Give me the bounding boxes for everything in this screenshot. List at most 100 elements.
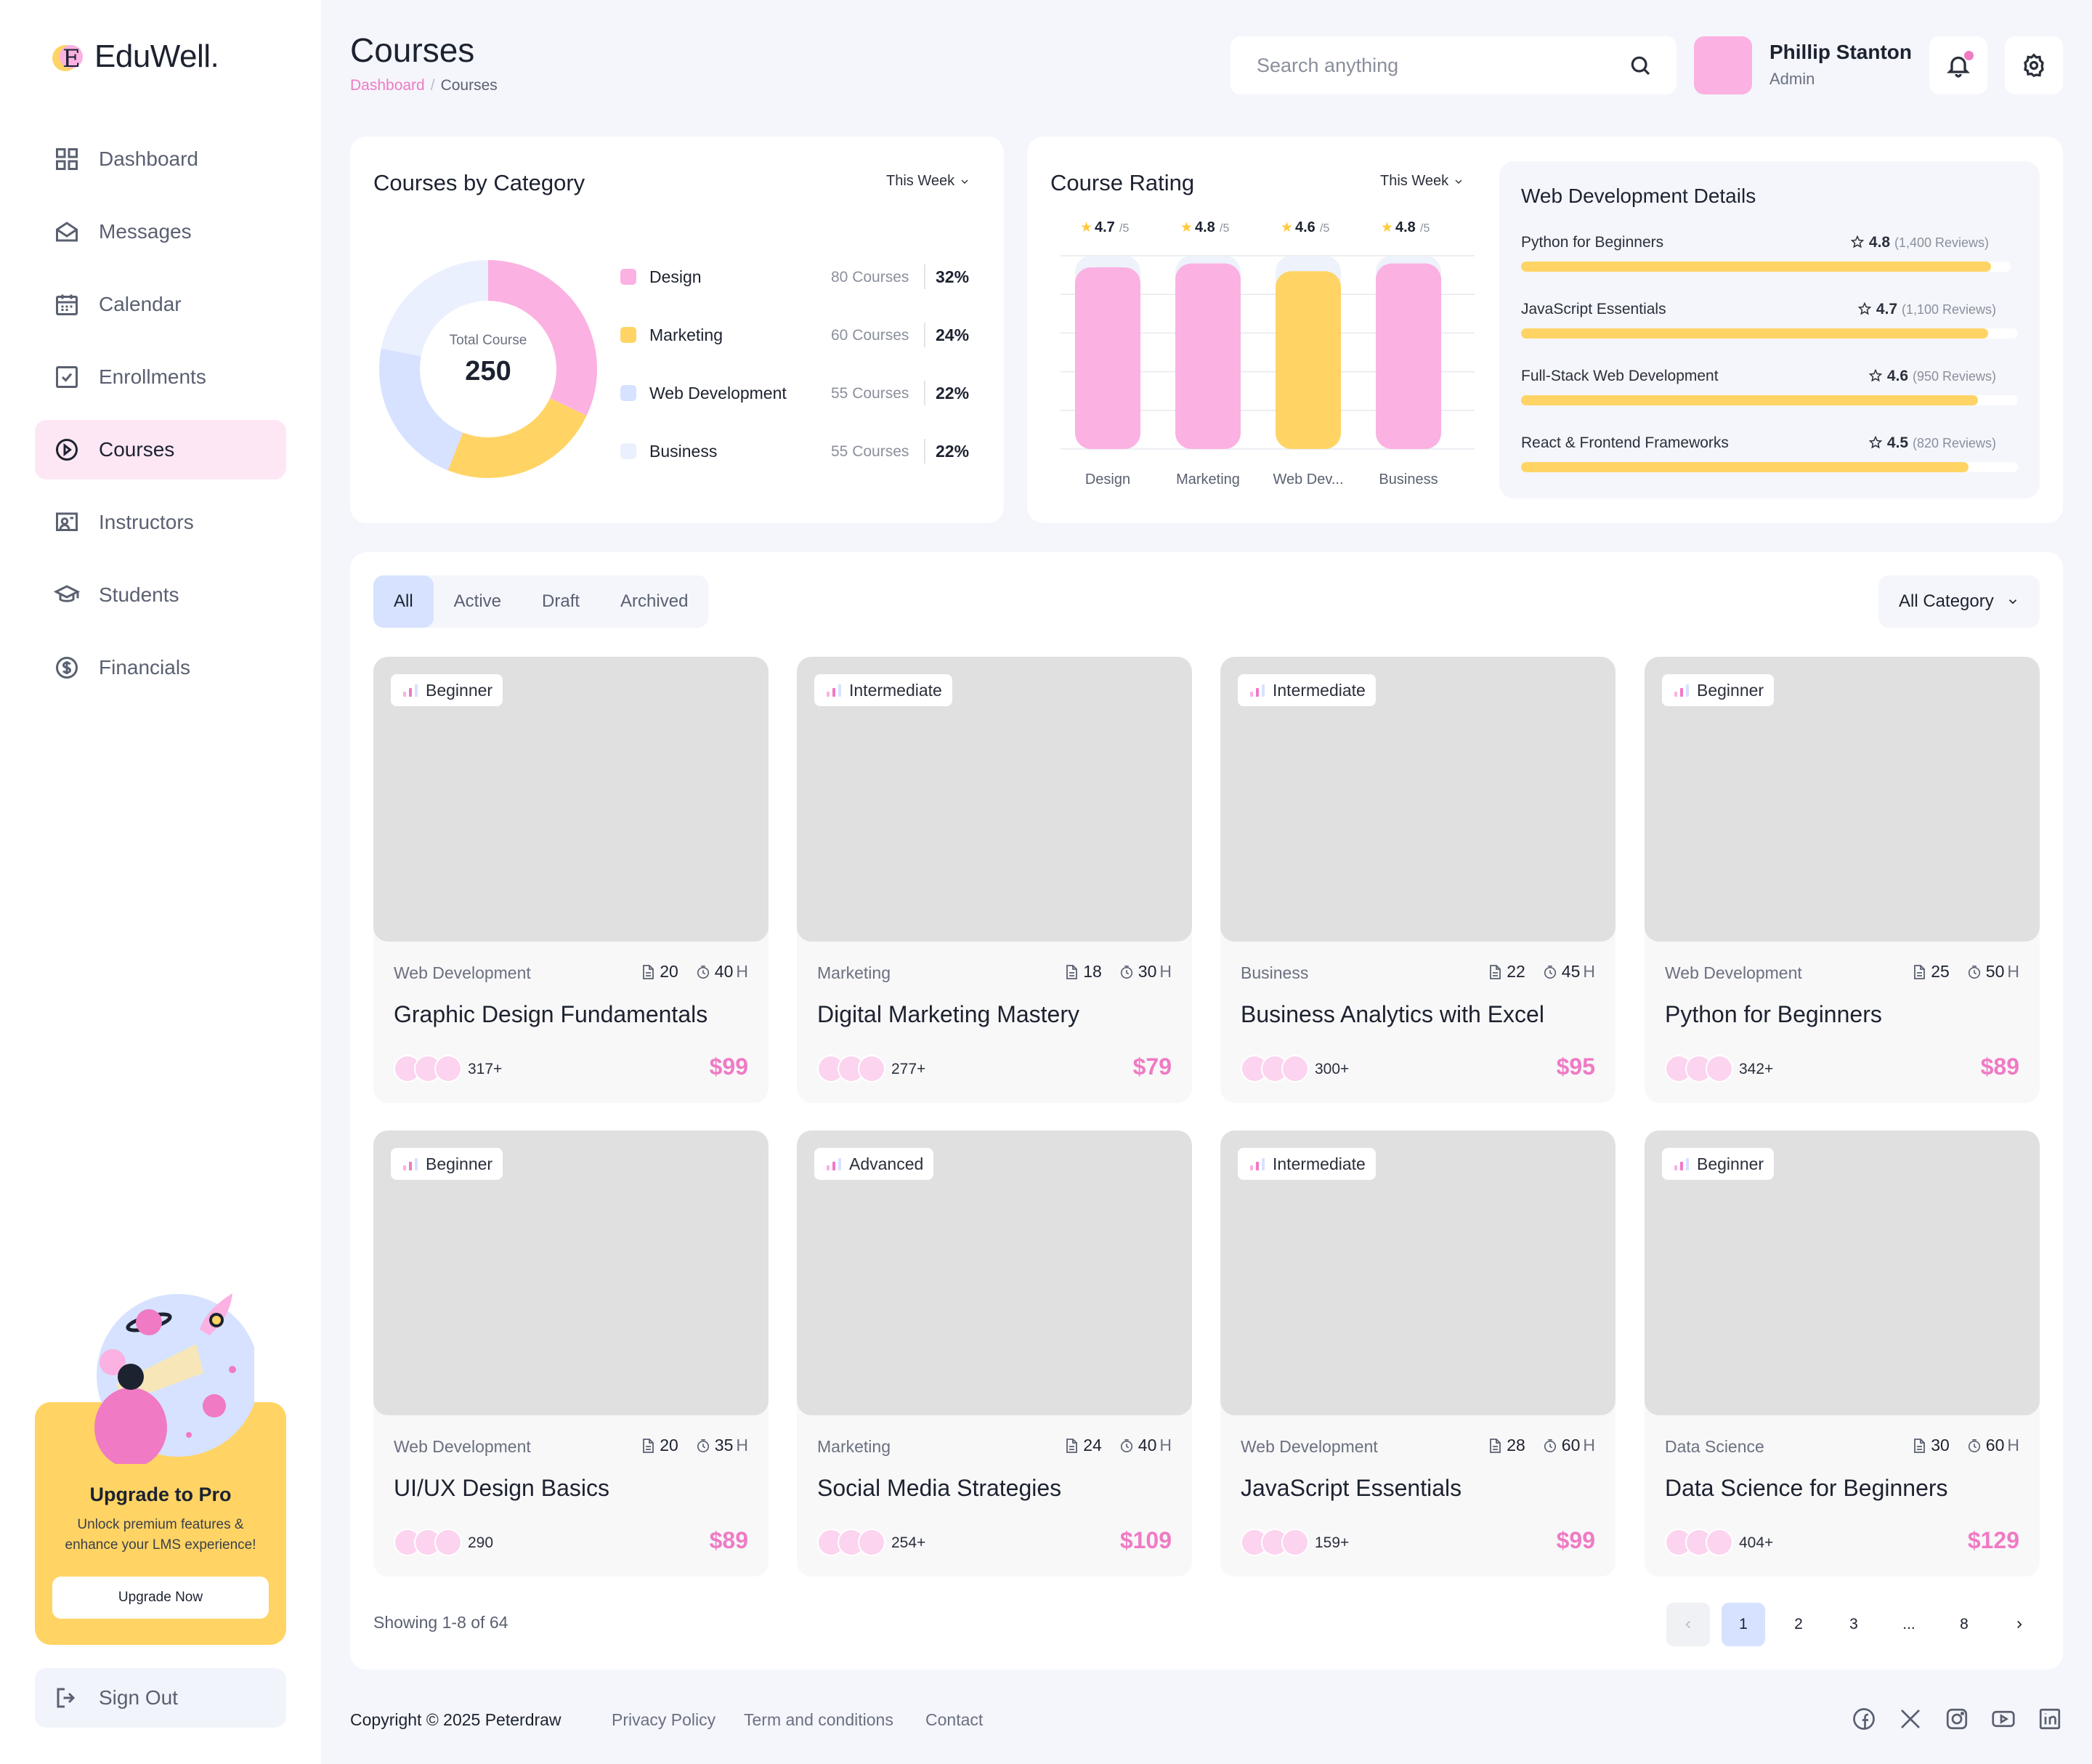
bar-business[interactable] bbox=[1376, 263, 1441, 449]
enrolled-count: 254+ bbox=[891, 1534, 926, 1551]
sidebar-item-instructors[interactable]: Instructors bbox=[35, 493, 286, 552]
legend-swatch bbox=[620, 443, 636, 459]
page-button[interactable]: 1 bbox=[1722, 1603, 1765, 1646]
legend-count: 55 Courses bbox=[831, 385, 909, 402]
prev-page-button[interactable] bbox=[1666, 1603, 1710, 1646]
tab-active[interactable]: Active bbox=[453, 591, 502, 611]
sidebar-item-enrollments[interactable]: Enrollments bbox=[35, 347, 286, 407]
detail-item[interactable]: Full-Stack Web Development 4.6 (950 Revi… bbox=[1521, 368, 2018, 418]
pagination-summary: Showing 1-8 of 64 bbox=[373, 1613, 508, 1632]
detail-item[interactable]: Python for Beginners 4.8 (1,400 Reviews) bbox=[1521, 234, 2018, 285]
status-tabs: All Active Draft Archived bbox=[373, 575, 709, 628]
course-title[interactable]: Business Analytics with Excel bbox=[1241, 1001, 1544, 1027]
lesson-count: 28 bbox=[1507, 1436, 1525, 1455]
notifications-button[interactable] bbox=[1929, 36, 1987, 94]
chevron-down-icon bbox=[2008, 599, 2017, 604]
footer-link-terms[interactable]: Term and conditions bbox=[744, 1710, 893, 1729]
logo-mark-icon: E bbox=[51, 38, 84, 76]
course-category: Web Development bbox=[394, 963, 531, 982]
course-title[interactable]: JavaScript Essentials bbox=[1241, 1475, 1462, 1501]
settings-button[interactable] bbox=[2005, 36, 2063, 94]
donut-slice-web-development[interactable] bbox=[379, 260, 597, 478]
course-title[interactable]: Social Media Strategies bbox=[817, 1475, 1062, 1501]
course-card[interactable]: Intermediate Marketing 18 30 H Digital Market… bbox=[797, 657, 1192, 1103]
course-card[interactable]: Beginner Web Development 25 50 H Python for B… bbox=[1645, 657, 2040, 1103]
course-card[interactable]: Beginner Web Development 20 40 H Graphic Desi… bbox=[373, 657, 769, 1103]
next-page-button[interactable] bbox=[1998, 1603, 2041, 1646]
search-icon[interactable] bbox=[1629, 54, 1652, 77]
course-card[interactable]: Beginner Data Science 30 60 H Data Science fo… bbox=[1645, 1130, 2040, 1577]
facebook-icon[interactable] bbox=[1851, 1706, 1877, 1732]
bar-web-dev-[interactable] bbox=[1276, 271, 1341, 449]
card-title: Course Rating bbox=[1050, 170, 1195, 195]
sidebar-item-financials[interactable]: Financials bbox=[35, 638, 286, 697]
course-title[interactable]: Graphic Design Fundamentals bbox=[394, 1001, 708, 1027]
bar-marketing[interactable] bbox=[1175, 263, 1241, 449]
course-card[interactable]: Beginner Web Development 20 35 H UI/UX Design… bbox=[373, 1130, 769, 1577]
enrolled-avatars bbox=[1241, 1529, 1313, 1556]
footer-link-contact[interactable]: Contact bbox=[925, 1710, 984, 1729]
avatar[interactable] bbox=[1694, 36, 1752, 94]
sidebar-nav: Dashboard Messages Calendar Enrollments … bbox=[35, 129, 286, 711]
instagram-icon[interactable] bbox=[1944, 1706, 1970, 1732]
course-title[interactable]: Digital Marketing Mastery bbox=[817, 1001, 1079, 1027]
breadcrumb-link-dashboard[interactable]: Dashboard bbox=[350, 77, 425, 94]
sidebar-item-students[interactable]: Students bbox=[35, 565, 286, 625]
course-card[interactable]: Advanced Marketing 24 40 H Social Media Strat… bbox=[797, 1130, 1192, 1577]
enrolled-avatars bbox=[817, 1055, 890, 1083]
donut-slice-business[interactable] bbox=[379, 260, 597, 478]
course-hours: 45 bbox=[1561, 962, 1581, 981]
course-title[interactable]: Data Science for Beginners bbox=[1665, 1475, 1948, 1501]
enrolled-avatars bbox=[1665, 1055, 1738, 1083]
course-price: $79 bbox=[1132, 1053, 1172, 1080]
period-dropdown[interactable]: This Week bbox=[886, 173, 970, 190]
promo-desc-line: Unlock premium features & bbox=[77, 1517, 244, 1532]
category-select[interactable]: All Category bbox=[1878, 575, 2040, 628]
detail-item[interactable]: React & Frontend Frameworks 4.5 (820 Rev… bbox=[1521, 434, 2018, 485]
progress-track bbox=[1521, 328, 2018, 339]
brand-logo[interactable]: E EduWell. bbox=[51, 38, 219, 76]
lesson-count: 22 bbox=[1507, 962, 1525, 981]
sign-out-icon bbox=[57, 1688, 76, 1708]
period-dropdown[interactable]: This Week bbox=[1380, 173, 1464, 190]
sidebar-item-calendar[interactable]: Calendar bbox=[35, 275, 286, 334]
upgrade-now-button[interactable]: Upgrade Now bbox=[52, 1577, 269, 1619]
course-card[interactable]: Intermediate Business 22 45 H Business Analyt… bbox=[1220, 657, 1615, 1103]
donut-slice-marketing[interactable] bbox=[379, 260, 597, 478]
sidebar-item-courses[interactable]: Courses bbox=[35, 420, 286, 480]
bar-design[interactable] bbox=[1075, 267, 1140, 449]
page-button[interactable]: 2 bbox=[1794, 1616, 1803, 1632]
sign-out-button[interactable]: Sign Out bbox=[35, 1668, 286, 1728]
detail-rating: 4.8 (1,400 Reviews) bbox=[1850, 234, 1989, 251]
course-list-card: All Active Draft Archived All Category B… bbox=[350, 552, 2063, 1670]
tab-archived[interactable]: Archived bbox=[620, 591, 689, 611]
course-card[interactable]: Intermediate Web Development 28 60 H JavaScri… bbox=[1220, 1130, 1615, 1577]
sidebar-item-label: Calendar bbox=[99, 293, 182, 315]
course-meta: 20 35 H bbox=[641, 1436, 748, 1455]
sidebar-item-messages[interactable]: Messages bbox=[35, 202, 286, 262]
course-title[interactable]: Python for Beginners bbox=[1665, 1001, 1882, 1027]
web-development-details-panel: Web Development Details Python for Begin… bbox=[1499, 161, 2040, 498]
course-price: $99 bbox=[709, 1053, 748, 1080]
linkedin-icon[interactable] bbox=[2037, 1706, 2063, 1732]
course-meta: 18 30 H bbox=[1064, 962, 1172, 982]
tab-all[interactable]: All bbox=[373, 575, 434, 628]
detail-item[interactable]: JavaScript Essentials 4.7 (1,100 Reviews… bbox=[1521, 301, 2018, 352]
bar-value-suffix: /5 bbox=[1220, 222, 1229, 235]
progress-fill bbox=[1521, 462, 1969, 472]
page-button[interactable]: 8 bbox=[1960, 1616, 1969, 1632]
tab-draft[interactable]: Draft bbox=[542, 591, 580, 611]
level-label: Beginner bbox=[1697, 1154, 1764, 1173]
enrolled-count: 159+ bbox=[1315, 1534, 1350, 1551]
level-bars-icon bbox=[403, 684, 418, 697]
footer-link-privacy[interactable]: Privacy Policy bbox=[612, 1710, 716, 1729]
clock-icon bbox=[697, 965, 709, 979]
sidebar-item-dashboard[interactable]: Dashboard bbox=[35, 129, 286, 189]
level-badge: Beginner bbox=[391, 674, 503, 706]
review-count: (1,100 Reviews) bbox=[1901, 302, 1996, 317]
page-button[interactable]: 3 bbox=[1849, 1616, 1858, 1632]
x-icon[interactable] bbox=[1897, 1706, 1923, 1732]
course-title[interactable]: UI/UX Design Basics bbox=[394, 1475, 609, 1501]
youtube-icon[interactable] bbox=[1990, 1706, 2016, 1732]
search-input[interactable]: Search anything bbox=[1231, 36, 1677, 94]
